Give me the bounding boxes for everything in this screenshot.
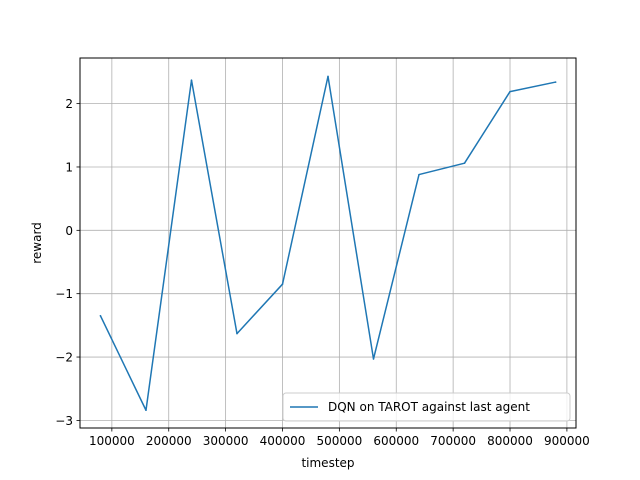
plot-frame bbox=[79, 57, 577, 429]
x-tick-label: 600000 bbox=[373, 434, 419, 448]
y-tick-label: 2 bbox=[65, 97, 73, 111]
data-point bbox=[327, 75, 329, 78]
legend-box bbox=[282, 392, 571, 422]
x-tick-label: 900000 bbox=[544, 434, 590, 448]
data-point bbox=[509, 90, 511, 93]
y-axis-label: reward bbox=[30, 222, 44, 264]
data-point bbox=[190, 79, 193, 81]
data-point bbox=[463, 162, 466, 164]
x-axis-label: timestep bbox=[301, 456, 354, 470]
x-tick-label: 100000 bbox=[89, 434, 135, 448]
data-point bbox=[418, 173, 420, 176]
y-tick-label: 1 bbox=[65, 160, 73, 174]
plot-area bbox=[80, 58, 576, 428]
x-tick-label: 500000 bbox=[316, 434, 362, 448]
x-tick-label: 300000 bbox=[203, 434, 249, 448]
data-point bbox=[236, 332, 238, 335]
x-tick-label: 200000 bbox=[146, 434, 192, 448]
axis-ticks: 100000 200000 300000 400000 500000 600000 7000… bbox=[55, 97, 590, 448]
y-tick-label: −3 bbox=[55, 414, 73, 428]
data-point bbox=[372, 358, 375, 360]
y-tick-label: −1 bbox=[55, 287, 73, 301]
y-tick-label: −2 bbox=[55, 351, 73, 365]
x-tick-label: 800000 bbox=[487, 434, 533, 448]
legend: DQN on TAROT against last agent bbox=[282, 392, 571, 422]
y-tick-label: 0 bbox=[65, 224, 73, 238]
data-point bbox=[554, 81, 557, 83]
x-tick-label: 700000 bbox=[430, 434, 476, 448]
legend-entry-label: DQN on TAROT against last agent bbox=[328, 400, 530, 414]
data-point bbox=[281, 283, 284, 285]
series-layer bbox=[99, 75, 557, 412]
x-tick-label: 400000 bbox=[260, 434, 306, 448]
data-point bbox=[99, 315, 102, 317]
data-point bbox=[145, 409, 147, 412]
